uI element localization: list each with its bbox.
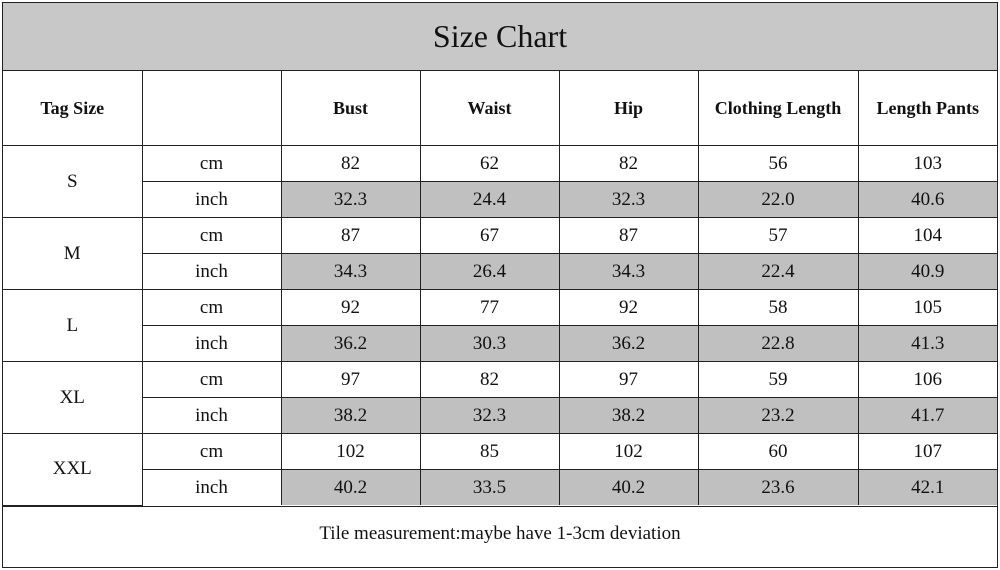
tag-size-cell: S [3, 145, 143, 218]
bust-cell: 36.2 [280, 325, 421, 362]
tag-size-cell: L [3, 289, 143, 362]
unit-cell: cm [141, 217, 282, 254]
header-row: Tag Size Bust Waist Hip Clothing Length … [3, 71, 997, 146]
clothing-length-cell: 23.2 [697, 397, 859, 434]
hip-cell: 34.3 [558, 253, 699, 290]
length-pants-cell: 42.1 [857, 469, 997, 505]
header-tag-size: Tag Size [3, 71, 143, 146]
header-hip: Hip [558, 71, 699, 146]
waist-cell: 82 [419, 361, 560, 398]
clothing-length-cell: 22.0 [697, 181, 859, 218]
bust-cell: 97 [280, 361, 421, 398]
bust-cell: 82 [280, 145, 421, 182]
waist-cell: 62 [419, 145, 560, 182]
clothing-length-cell: 60 [697, 433, 859, 470]
header-waist: Waist [419, 71, 560, 146]
unit-cell: cm [141, 145, 282, 182]
waist-cell: 24.4 [419, 181, 560, 218]
clothing-length-cell: 58 [697, 289, 859, 326]
bust-cell: 92 [280, 289, 421, 326]
hip-cell: 40.2 [558, 469, 699, 505]
waist-cell: 85 [419, 433, 560, 470]
hip-cell: 32.3 [558, 181, 699, 218]
hip-cell: 38.2 [558, 397, 699, 434]
header-clothing-length: Clothing Length [697, 71, 859, 146]
hip-cell: 92 [558, 289, 699, 326]
header-unit [141, 71, 282, 146]
length-pants-cell: 106 [857, 361, 997, 398]
length-pants-cell: 105 [857, 289, 997, 326]
unit-cell: inch [142, 469, 282, 505]
waist-cell: 30.3 [419, 325, 560, 362]
header-length-pants: Length Pants [857, 71, 997, 146]
hip-cell: 87 [558, 217, 699, 254]
waist-cell: 77 [419, 289, 560, 326]
waist-cell: 33.5 [419, 469, 560, 505]
hip-cell: 36.2 [558, 325, 699, 362]
clothing-length-cell: 22.8 [697, 325, 859, 362]
bust-cell: 32.3 [280, 181, 421, 218]
length-pants-cell: 107 [857, 433, 997, 470]
length-pants-cell: 41.7 [857, 397, 997, 434]
chart-title: Size Chart [3, 3, 997, 71]
length-pants-cell: 41.3 [857, 325, 997, 362]
tag-size-cell: M [3, 217, 143, 290]
bust-cell: 38.2 [280, 397, 421, 434]
length-pants-cell: 40.9 [857, 253, 997, 290]
tag-size-cell: XL [3, 361, 143, 434]
unit-cell: inch [142, 181, 282, 218]
header-bust: Bust [280, 71, 421, 146]
waist-cell: 67 [419, 217, 560, 254]
size-row-inch: inch 40.2 33.5 40.2 23.6 42.1 [3, 469, 997, 505]
bust-cell: 102 [280, 433, 421, 470]
unit-cell: inch [142, 397, 282, 434]
bust-cell: 40.2 [280, 469, 421, 505]
waist-cell: 32.3 [419, 397, 560, 434]
length-pants-cell: 40.6 [857, 181, 997, 218]
bust-cell: 34.3 [280, 253, 421, 290]
unit-cell: cm [141, 289, 282, 326]
size-row-inch: inch 32.3 24.4 32.3 22.0 40.6 [3, 181, 997, 218]
length-pants-cell: 104 [857, 217, 997, 254]
size-row-cm: XL cm 97 82 97 59 106 [3, 361, 997, 434]
length-pants-cell: 103 [857, 145, 997, 182]
size-row-inch: inch 36.2 30.3 36.2 22.8 41.3 [3, 325, 997, 362]
unit-cell: inch [142, 253, 282, 290]
clothing-length-cell: 22.4 [697, 253, 859, 290]
hip-cell: 102 [558, 433, 699, 470]
hip-cell: 82 [558, 145, 699, 182]
size-row-inch: inch 38.2 32.3 38.2 23.2 41.7 [3, 397, 997, 434]
waist-cell: 26.4 [419, 253, 560, 290]
tag-size-cell: XXL [3, 433, 143, 506]
size-row-inch: inch 34.3 26.4 34.3 22.4 40.9 [3, 253, 997, 290]
clothing-length-cell: 23.6 [697, 469, 859, 505]
unit-cell: cm [141, 361, 282, 398]
clothing-length-cell: 59 [697, 361, 859, 398]
footer-note: Tile measurement:maybe have 1-3cm deviat… [3, 505, 997, 561]
clothing-length-cell: 57 [697, 217, 859, 254]
size-row-cm: XXL cm 102 85 102 60 107 [3, 433, 997, 506]
bust-cell: 87 [280, 217, 421, 254]
size-table: Tag Size Bust Waist Hip Clothing Length … [3, 71, 997, 506]
clothing-length-cell: 56 [697, 145, 859, 182]
unit-cell: inch [142, 325, 282, 362]
unit-cell: cm [141, 433, 282, 470]
hip-cell: 97 [558, 361, 699, 398]
